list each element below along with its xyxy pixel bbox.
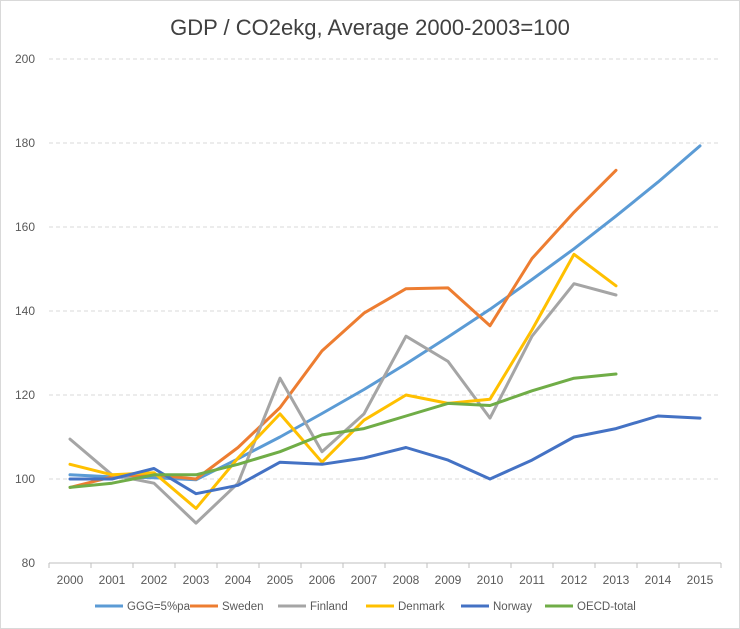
x-tick-label: 2013 <box>603 573 630 587</box>
legend-label-sweden: Sweden <box>222 601 264 613</box>
chart-title: GDP / CO2ekg, Average 2000-2003=100 <box>170 15 570 40</box>
x-tick-label: 2011 <box>519 573 545 587</box>
legend-label-finland: Finland <box>310 601 348 613</box>
x-tick-label: 2010 <box>477 573 504 587</box>
x-tick-label: 2006 <box>309 573 336 587</box>
x-tick-label: 2000 <box>57 573 84 587</box>
x-tick-label: 2009 <box>435 573 462 587</box>
x-tick-label: 2003 <box>183 573 210 587</box>
y-tick-label: 100 <box>15 472 35 486</box>
legend-label-ggg-5-pa: GGG=5%pa <box>127 601 191 613</box>
series-line-finland <box>68 282 618 525</box>
series-line-oecd-total <box>68 372 618 489</box>
x-tick-label: 2002 <box>141 573 168 587</box>
x-tick-label: 2012 <box>561 573 588 587</box>
series-line-norway <box>68 414 702 496</box>
x-tick-label: 2008 <box>393 573 420 587</box>
y-tick-label: 140 <box>15 304 35 318</box>
x-tick-label: 2007 <box>351 573 378 587</box>
x-tick-label: 2005 <box>267 573 294 587</box>
legend-label-norway: Norway <box>493 601 532 613</box>
x-tick-label: 2014 <box>645 573 672 587</box>
y-tick-label: 120 <box>15 388 35 402</box>
x-tick-label: 2001 <box>99 573 126 587</box>
series-line-denmark <box>68 252 618 510</box>
y-tick-label: 160 <box>15 220 35 234</box>
x-tick-label: 2015 <box>687 573 714 587</box>
legend-label-denmark: Denmark <box>398 601 445 613</box>
legend-label-oecd-total: OECD-total <box>577 601 636 613</box>
y-tick-label: 80 <box>22 556 36 570</box>
y-tick-label: 180 <box>15 136 35 150</box>
x-tick-label: 2004 <box>225 573 252 587</box>
y-tick-label: 200 <box>15 52 35 66</box>
